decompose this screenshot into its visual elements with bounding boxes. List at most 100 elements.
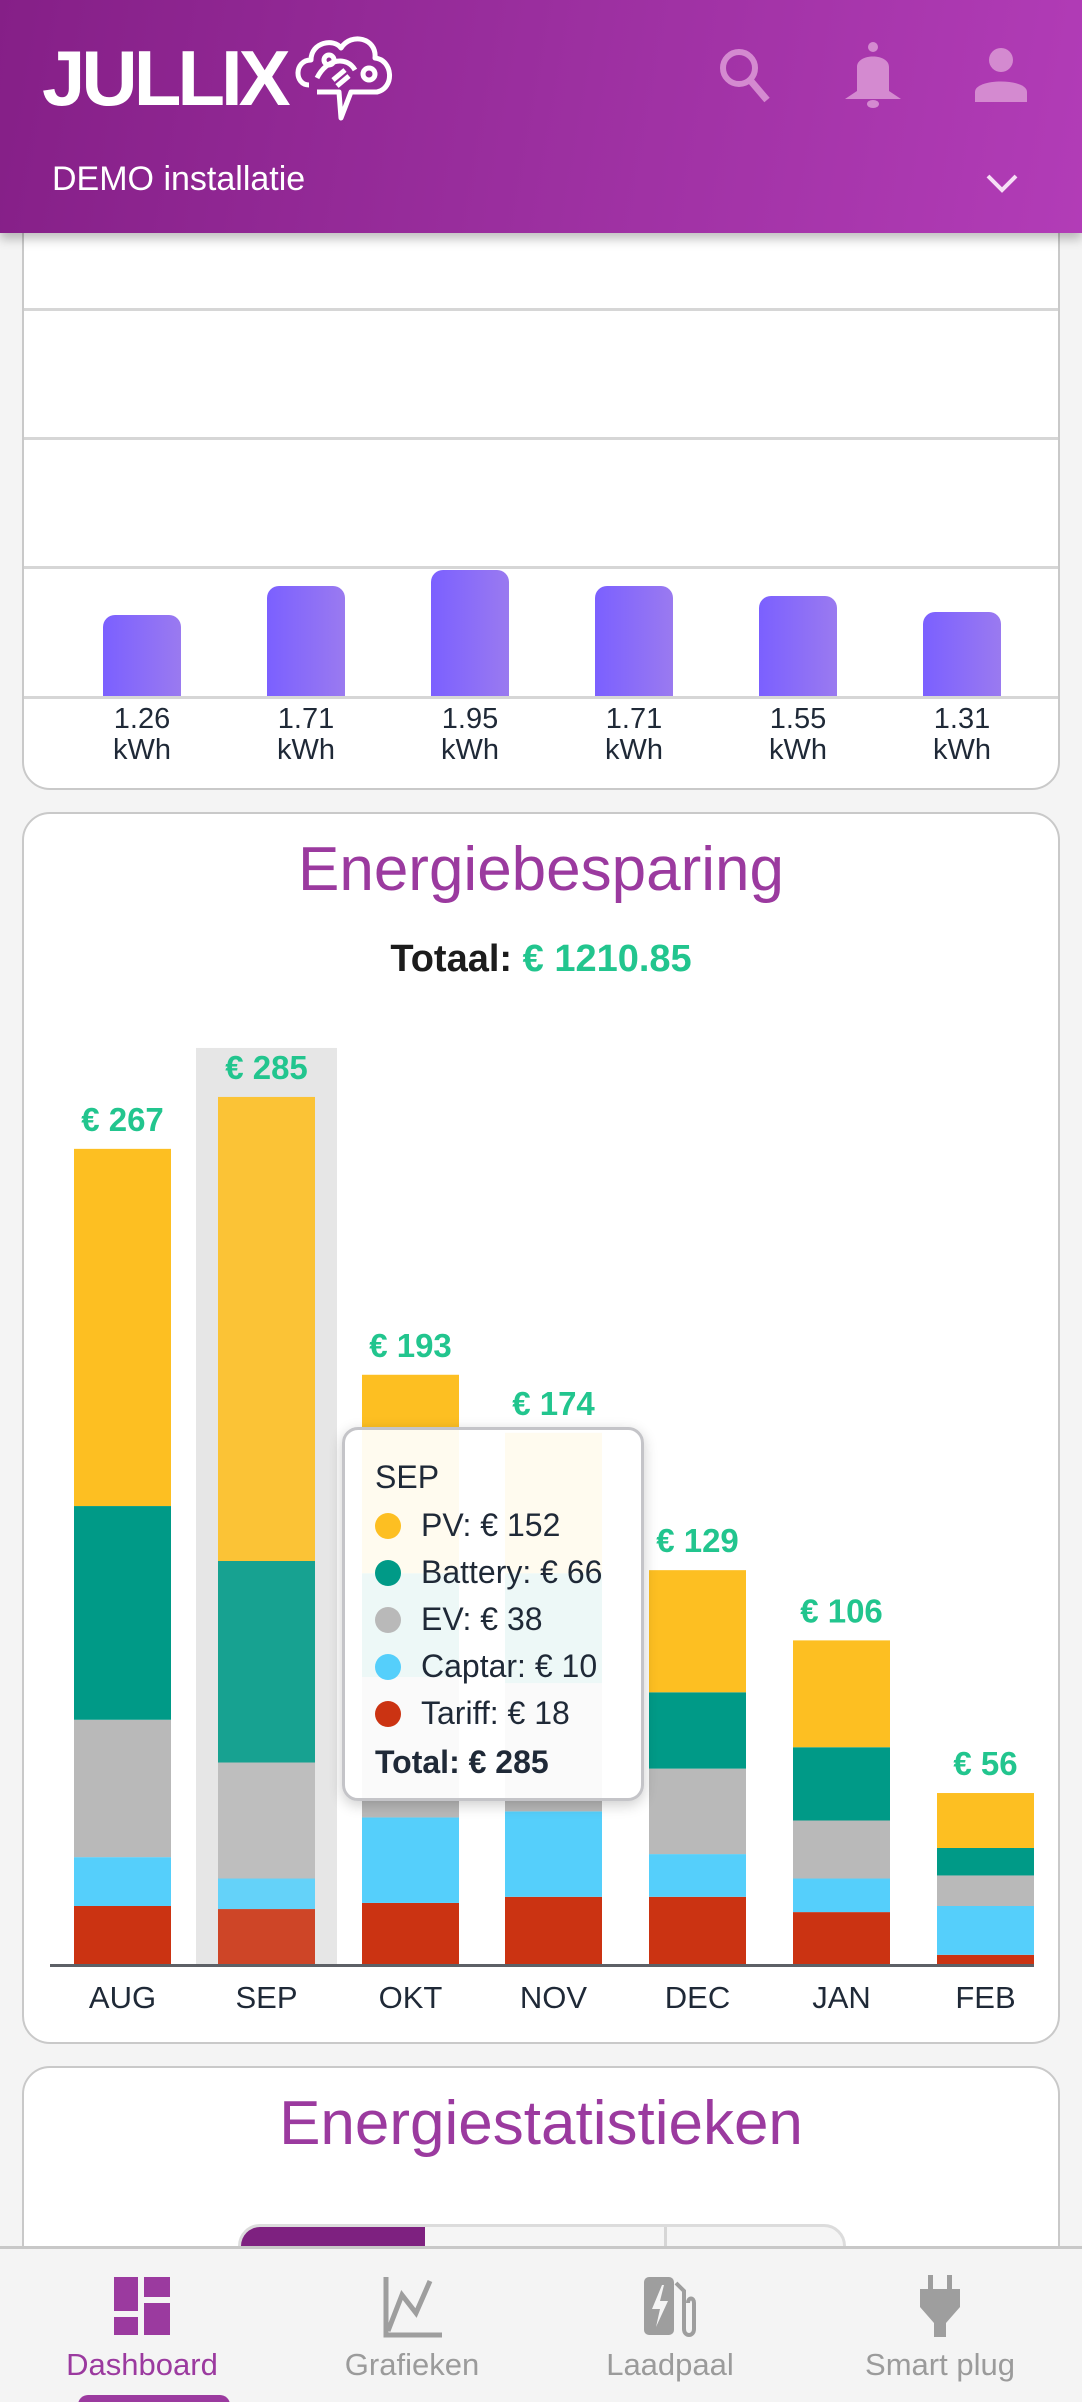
kwh-bar[interactable] bbox=[103, 614, 181, 696]
nav-laadpaal[interactable]: Laadpaal bbox=[540, 2249, 800, 2402]
kwh-label: 1.31 kWh bbox=[902, 704, 1022, 766]
bar-segment-captar-dec[interactable] bbox=[649, 1854, 746, 1897]
bar-total-label: € 129 bbox=[656, 1522, 739, 1559]
bar-total-label: € 174 bbox=[512, 1385, 595, 1422]
bar-segment-tariff-aug[interactable] bbox=[74, 1905, 171, 1964]
kwh-unit: kWh bbox=[113, 734, 171, 766]
energy-usage-card: 1.26 kWh 1.71 kWh 1.95 kWh 1.71 kWh 1.55 kWh 1.31 k… bbox=[22, 180, 1060, 790]
cloud-plug-logo-icon bbox=[295, 36, 392, 121]
bar-segment-captar-okt[interactable] bbox=[362, 1817, 459, 1903]
tooltip-row: Tariff: € 18 bbox=[375, 1690, 611, 1737]
x-tick-label: DEC bbox=[665, 1980, 730, 2015]
kwh-label: 1.95 kWh bbox=[410, 704, 530, 766]
tooltip-row: Battery: € 66 bbox=[375, 1549, 611, 1596]
legend-dot-icon bbox=[375, 1606, 401, 1633]
bar-segment-battery-sep[interactable] bbox=[218, 1561, 315, 1763]
bar-segment-ev-sep[interactable] bbox=[218, 1762, 315, 1879]
kwh-label: 1.26 kWh bbox=[82, 704, 202, 766]
profile-button[interactable] bbox=[968, 42, 1034, 108]
kwh-value: 1.71 bbox=[277, 703, 335, 735]
search-button[interactable] bbox=[712, 42, 778, 108]
kwh-unit: kWh bbox=[933, 734, 991, 766]
chart-tooltip: SEP PV: € 152 Battery: € 66 EV: € 38 Captar… bbox=[342, 1427, 644, 1801]
bar-segment-pv-dec[interactable] bbox=[649, 1570, 746, 1693]
kwh-unit: kWh bbox=[277, 734, 335, 766]
bar-segment-battery-dec[interactable] bbox=[649, 1692, 746, 1769]
nav-label: Dashboard bbox=[66, 2347, 218, 2382]
bar-segment-captar-nov[interactable] bbox=[505, 1811, 602, 1897]
kwh-bar[interactable] bbox=[595, 585, 673, 696]
nav-dashboard[interactable]: Dashboard bbox=[12, 2249, 272, 2402]
bar-segment-tariff-nov[interactable] bbox=[505, 1896, 602, 1964]
nav-label: Smart plug bbox=[865, 2347, 1015, 2382]
bar-segment-ev-aug[interactable] bbox=[74, 1719, 171, 1858]
bar-segment-pv-feb[interactable] bbox=[937, 1793, 1034, 1848]
bar-segment-captar-sep[interactable] bbox=[218, 1878, 315, 1910]
bottom-navigation: Dashboard Grafieken Laadpaal Smart plug bbox=[0, 2246, 1082, 2402]
legend-dot-icon bbox=[375, 1512, 401, 1539]
bar-segment-pv-sep[interactable] bbox=[218, 1096, 315, 1562]
bar-total-label: € 106 bbox=[800, 1592, 883, 1629]
x-tick-label: FEB bbox=[955, 1980, 1015, 2015]
x-tick-label: OKT bbox=[379, 1980, 443, 2015]
bar-segment-pv-jan[interactable] bbox=[793, 1640, 890, 1748]
kwh-bar[interactable] bbox=[267, 585, 345, 696]
legend-dot-icon bbox=[375, 1700, 401, 1727]
chevron-down-icon[interactable] bbox=[982, 168, 1022, 198]
kwh-value: 1.55 bbox=[769, 703, 827, 735]
app-header: JULLIX DEMO installatie bbox=[0, 0, 1082, 233]
bar-segment-pv-aug[interactable] bbox=[74, 1148, 171, 1507]
kwh-label: 1.71 kWh bbox=[574, 704, 694, 766]
bar-total-label: € 285 bbox=[225, 1049, 308, 1086]
plug-icon bbox=[920, 2275, 960, 2337]
kwh-bar[interactable] bbox=[923, 611, 1001, 696]
jullix-logo[interactable]: JULLIX bbox=[42, 30, 404, 125]
savings-total: Totaal: € 1210.85 bbox=[24, 938, 1058, 981]
bar-segment-tariff-feb[interactable] bbox=[937, 1954, 1034, 1964]
total-label: Totaal: bbox=[390, 938, 513, 980]
bar-segment-battery-aug[interactable] bbox=[74, 1506, 171, 1720]
bar-segment-battery-feb[interactable] bbox=[937, 1847, 1034, 1876]
tooltip-row-label: Battery: € 66 bbox=[421, 1554, 603, 1590]
gridline bbox=[24, 566, 1058, 569]
bell-icon bbox=[845, 42, 901, 108]
energy-savings-card: Energiebesparing Totaal: € 1210.85 € 267… bbox=[22, 812, 1060, 2044]
active-indicator bbox=[78, 2395, 230, 2402]
installation-selector[interactable]: DEMO installatie bbox=[52, 160, 306, 198]
kwh-unit: kWh bbox=[605, 734, 663, 766]
bar-segment-ev-feb[interactable] bbox=[937, 1875, 1034, 1906]
nav-label: Grafieken bbox=[344, 2347, 480, 2382]
kwh-label: 1.55 kWh bbox=[738, 704, 858, 766]
bar-segment-ev-jan[interactable] bbox=[793, 1820, 890, 1879]
nav-label: Laadpaal bbox=[606, 2347, 734, 2382]
kwh-bar[interactable] bbox=[431, 570, 509, 696]
bar-segment-tariff-dec[interactable] bbox=[649, 1896, 746, 1964]
x-axis-line bbox=[24, 696, 1058, 699]
gridline bbox=[24, 308, 1058, 311]
legend-dot-icon bbox=[375, 1653, 401, 1680]
kwh-label: 1.71 kWh bbox=[246, 704, 366, 766]
nav-smart-plug[interactable]: Smart plug bbox=[810, 2249, 1070, 2402]
bar-segment-tariff-sep[interactable] bbox=[218, 1909, 315, 1964]
kwh-unit: kWh bbox=[441, 734, 499, 766]
nav-grafieken[interactable]: Grafieken bbox=[282, 2249, 542, 2402]
kwh-bar[interactable] bbox=[759, 596, 837, 696]
bar-total-label: € 193 bbox=[369, 1327, 452, 1364]
x-tick-label: JAN bbox=[812, 1980, 871, 2015]
bar-segment-tariff-okt[interactable] bbox=[362, 1902, 459, 1964]
bar-segment-ev-dec[interactable] bbox=[649, 1768, 746, 1855]
notifications-button[interactable] bbox=[840, 42, 906, 108]
bar-total-label: € 56 bbox=[953, 1745, 1017, 1782]
x-tick-label: SEP bbox=[235, 1980, 297, 2015]
person-icon bbox=[975, 48, 1027, 102]
x-tick-label: NOV bbox=[520, 1980, 588, 2015]
stats-title: Energiestatistieken bbox=[279, 2089, 803, 2158]
kwh-unit: kWh bbox=[769, 734, 827, 766]
line-chart-icon bbox=[383, 2277, 442, 2338]
bar-segment-captar-aug[interactable] bbox=[74, 1857, 171, 1906]
bar-segment-captar-feb[interactable] bbox=[937, 1905, 1034, 1955]
bar-segment-tariff-jan[interactable] bbox=[793, 1912, 890, 1964]
tooltip-total: Total: € 285 bbox=[375, 1743, 549, 1780]
bar-segment-captar-jan[interactable] bbox=[793, 1878, 890, 1913]
bar-segment-battery-jan[interactable] bbox=[793, 1747, 890, 1821]
